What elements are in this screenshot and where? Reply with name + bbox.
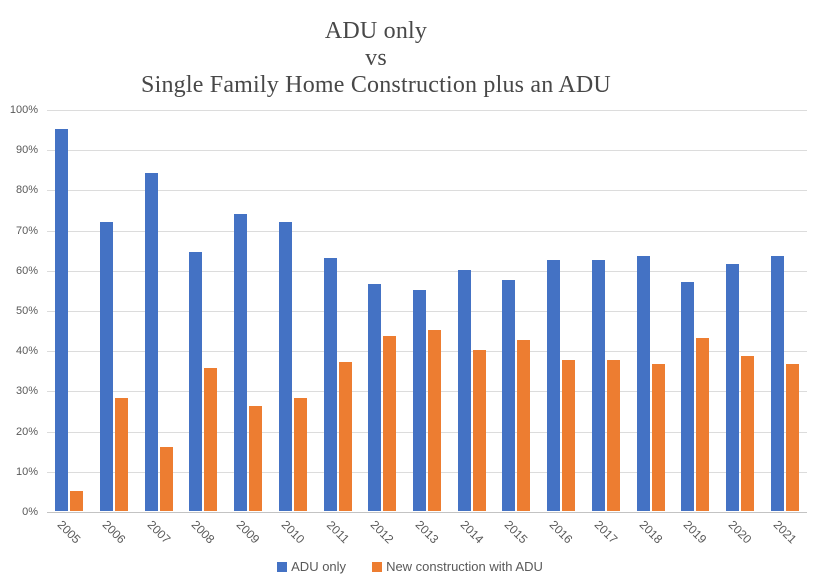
bar-2011-new-construction-with-adu xyxy=(338,362,352,511)
x-axis-label-2008: 2008 xyxy=(189,517,218,547)
bar-2017-new-construction-with-adu xyxy=(606,360,620,511)
legend: ADU only New construction with ADU xyxy=(0,559,820,574)
bar-2008-adu-only xyxy=(189,251,203,511)
gridline-90 xyxy=(47,150,807,152)
x-axis-label-2005: 2005 xyxy=(54,517,84,547)
bar-2014-new-construction-with-adu xyxy=(472,350,486,511)
y-axis-label-0: 0% xyxy=(22,506,38,518)
legend-label-adu-only: ADU only xyxy=(291,559,347,574)
bar-2009-adu-only xyxy=(234,213,248,511)
bar-2021-new-construction-with-adu xyxy=(785,364,799,511)
y-axis-label-80: 80% xyxy=(15,184,38,197)
bar-2011-adu-only xyxy=(323,257,337,511)
gridline-60 xyxy=(47,270,807,272)
bar-2006-adu-only xyxy=(100,221,114,511)
bar-2017-adu-only xyxy=(591,259,605,511)
x-axis-label-2006: 2006 xyxy=(99,517,129,547)
gridline-80 xyxy=(47,190,807,192)
chart-title-line-3: Single Family Home Construction plus an … xyxy=(141,72,611,98)
x-axis-label-2007: 2007 xyxy=(144,517,174,547)
bar-2020-adu-only xyxy=(725,263,739,511)
bar-2015-adu-only xyxy=(502,279,516,511)
y-axis-label-70: 70% xyxy=(15,224,38,237)
y-axis-label-30: 30% xyxy=(15,385,38,398)
x-axis-label-2016: 2016 xyxy=(546,517,576,547)
bar-2021-adu-only xyxy=(770,255,784,511)
x-axis-label-2021: 2021 xyxy=(770,517,800,547)
bar-2016-new-construction-with-adu xyxy=(562,360,576,511)
x-axis-label-2010: 2010 xyxy=(278,517,308,547)
bar-2019-new-construction-with-adu xyxy=(696,338,710,511)
gridline-20 xyxy=(47,431,807,433)
x-axis-label-2013: 2013 xyxy=(412,517,442,547)
bar-2009-new-construction-with-adu xyxy=(249,406,263,511)
bar-2007-adu-only xyxy=(144,173,158,511)
gridline-50 xyxy=(47,311,807,312)
x-axis-label-2017: 2017 xyxy=(591,517,621,547)
legend-swatch-new-construction-icon xyxy=(372,561,383,572)
x-axis-label-2012: 2012 xyxy=(367,517,397,547)
bar-2007-new-construction-with-adu xyxy=(159,446,173,511)
legend-item-new-construction-with-adu: New construction with ADU xyxy=(372,559,543,574)
x-axis-line xyxy=(47,512,807,513)
x-axis-label-2020: 2020 xyxy=(725,517,755,547)
bar-2008-new-construction-with-adu xyxy=(204,368,218,511)
x-axis-label-2014: 2014 xyxy=(457,517,487,547)
bar-2016-adu-only xyxy=(547,259,561,511)
bar-2018-new-construction-with-adu xyxy=(651,364,665,511)
bar-2005-new-construction-with-adu xyxy=(70,490,84,511)
chart-title-line-2: vs xyxy=(365,45,387,71)
y-axis-label-90: 90% xyxy=(15,144,38,157)
gridline-40 xyxy=(47,351,807,353)
chart-title-line-1: ADU only xyxy=(324,18,428,44)
chart-title: ADU only vs Single Family Home Construct… xyxy=(0,18,752,99)
y-axis-label-50: 50% xyxy=(15,305,38,317)
gridline-30 xyxy=(47,391,807,393)
y-axis-label-10: 10% xyxy=(15,465,38,478)
y-axis-label-40: 40% xyxy=(15,345,38,358)
gridline-100 xyxy=(47,110,807,111)
bar-2018-adu-only xyxy=(636,255,650,511)
y-axis-label-20: 20% xyxy=(15,425,38,438)
y-axis-label-100: 100% xyxy=(9,104,38,116)
x-axis-label-2019: 2019 xyxy=(680,517,710,547)
gridline-70 xyxy=(47,230,807,232)
x-axis-label-2018: 2018 xyxy=(636,517,665,547)
bar-2015-new-construction-with-adu xyxy=(517,340,531,511)
y-axis-label-60: 60% xyxy=(15,264,38,277)
bar-2010-adu-only xyxy=(278,221,292,511)
gridline-10 xyxy=(47,471,807,473)
bar-2005-adu-only xyxy=(55,129,69,511)
legend-item-adu-only: ADU only xyxy=(277,559,346,574)
bar-2013-new-construction-with-adu xyxy=(428,330,441,511)
bar-2019-adu-only xyxy=(681,281,695,511)
plot-area xyxy=(47,110,807,513)
legend-swatch-adu-only-icon xyxy=(277,561,288,572)
x-axis-label-2011: 2011 xyxy=(323,517,352,547)
bar-2012-new-construction-with-adu xyxy=(383,336,397,511)
bar-2012-adu-only xyxy=(368,283,382,511)
bar-2010-new-construction-with-adu xyxy=(293,398,307,511)
bar-2014-adu-only xyxy=(457,269,471,511)
legend-label-new-construction: New construction with ADU xyxy=(386,559,543,574)
x-axis-label-2009: 2009 xyxy=(233,517,263,547)
bar-2020-new-construction-with-adu xyxy=(740,356,754,511)
x-axis-label-2015: 2015 xyxy=(502,517,531,547)
bar-2013-adu-only xyxy=(413,289,426,511)
bar-2006-new-construction-with-adu xyxy=(115,398,129,511)
